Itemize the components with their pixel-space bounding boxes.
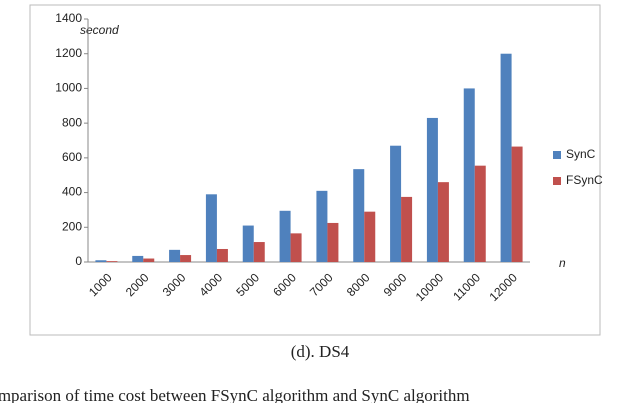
y-tick-label: 800 (62, 115, 82, 129)
y-tick-label: 0 (75, 254, 82, 268)
bar (205, 194, 217, 262)
legend-label: FSynC (566, 173, 603, 187)
x-axis-title: n (559, 256, 566, 270)
bar (426, 117, 438, 262)
y-tick-label: 600 (62, 150, 82, 164)
y-tick-label: 1400 (55, 11, 82, 25)
bar (169, 249, 181, 262)
legend-swatch (553, 177, 561, 185)
bar (143, 258, 155, 262)
bar (474, 165, 486, 262)
bar (463, 88, 475, 262)
bar (95, 260, 107, 262)
y-tick-label: 1200 (55, 46, 82, 60)
bar (401, 196, 413, 262)
bar (132, 255, 144, 262)
bar (500, 53, 512, 262)
y-tick-label: 200 (62, 219, 82, 233)
subfigure-caption: (d). DS4 (291, 342, 350, 361)
bar (390, 145, 402, 262)
bar (242, 225, 254, 262)
legend-swatch (553, 151, 561, 159)
y-tick-label: 400 (62, 185, 82, 199)
bar (216, 248, 228, 262)
legend-label: SynC (566, 147, 596, 161)
bar (316, 190, 328, 262)
bar (279, 210, 291, 262)
bar (290, 233, 302, 262)
bar (253, 242, 265, 262)
figure-caption: Comparison of time cost between FSynC al… (0, 386, 470, 403)
bar (327, 222, 339, 262)
y-axis-title: second (80, 23, 119, 37)
y-tick-label: 1000 (55, 81, 82, 95)
bar (180, 255, 192, 262)
bar (511, 146, 523, 262)
bar (437, 182, 449, 262)
bar (353, 169, 365, 262)
bar (106, 261, 118, 262)
bar (364, 211, 376, 262)
